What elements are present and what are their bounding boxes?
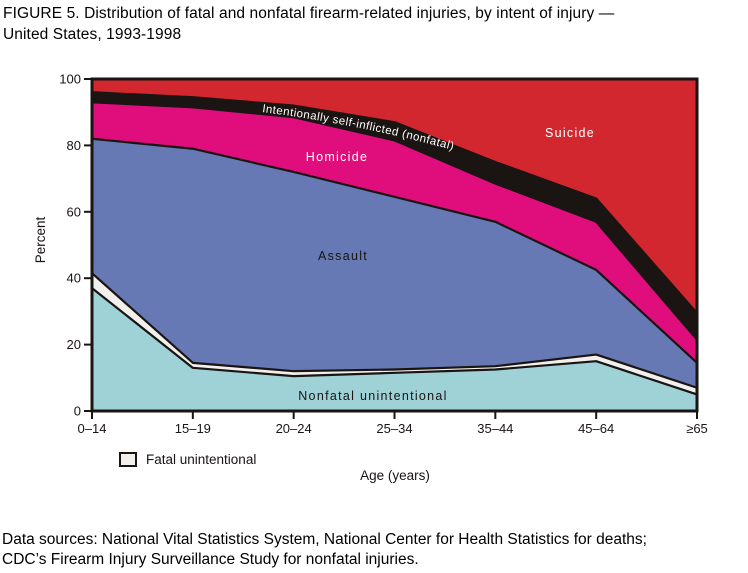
x-tick-label: 0–14 bbox=[78, 421, 107, 436]
y-tick-label: 40 bbox=[67, 271, 81, 286]
area-assault bbox=[92, 138, 697, 388]
y-axis-title: Percent bbox=[33, 216, 48, 263]
data-sources-line2: CDC’s Firearm Injury Surveillance Study … bbox=[2, 550, 419, 568]
label-nonfatal-unintentional: Nonfatal unintentional bbox=[298, 389, 448, 403]
label-suicide: Suicide bbox=[545, 126, 595, 140]
label-homicide: Homicide bbox=[306, 150, 369, 164]
y-tick-label: 0 bbox=[74, 404, 81, 419]
figure-title-line1: FIGURE 5. Distribution of fatal and nonf… bbox=[3, 5, 615, 22]
y-tick-label: 20 bbox=[67, 337, 81, 352]
chart-svg: 0 20 40 60 80 100 0–14 15–19 20–24 25–34 35–44 45–6… bbox=[33, 72, 708, 437]
y-tick-label: 100 bbox=[59, 72, 81, 87]
data-sources-note: Data sources: National Vital Statistics … bbox=[2, 530, 748, 569]
boundary-line-5 bbox=[91, 91, 698, 314]
boundary-line-3 bbox=[91, 137, 698, 364]
x-tick-label: 35–44 bbox=[477, 421, 513, 436]
y-tick-label: 60 bbox=[67, 204, 81, 219]
area-suicide bbox=[92, 79, 697, 314]
boundary-line-2 bbox=[91, 272, 698, 389]
x-tick-label: ≥65 bbox=[686, 421, 708, 436]
y-tick-label: 80 bbox=[67, 138, 81, 153]
x-tick-label: 20–24 bbox=[276, 421, 312, 436]
boundary-line-1 bbox=[91, 287, 698, 396]
boundary-line-4 bbox=[91, 101, 698, 341]
fatal-unintentional-swatch bbox=[119, 452, 137, 467]
area-homicide bbox=[92, 102, 697, 363]
stacked-area-chart: 0 20 40 60 80 100 0–14 15–19 20–24 25–34 35–44 45–6… bbox=[0, 60, 748, 490]
label-assault: Assault bbox=[318, 249, 368, 263]
x-tick-label: 45–64 bbox=[578, 421, 614, 436]
legend-label: Fatal unintentional bbox=[146, 452, 257, 467]
chart-legend: Fatal unintentional bbox=[119, 452, 256, 467]
area-nonfatal-unintentional bbox=[92, 288, 697, 411]
data-sources-line1: Data sources: National Vital Statistics … bbox=[2, 531, 647, 548]
x-tick-label: 15–19 bbox=[175, 421, 211, 436]
area-fatal-unintentional bbox=[92, 273, 697, 395]
x-tick-label: 25–34 bbox=[376, 421, 412, 436]
x-axis-title: Age (years) bbox=[360, 468, 430, 483]
figure-title-line2: United States, 1993-1998 bbox=[3, 26, 182, 43]
figure-title: FIGURE 5. Distribution of fatal and nonf… bbox=[3, 3, 747, 45]
